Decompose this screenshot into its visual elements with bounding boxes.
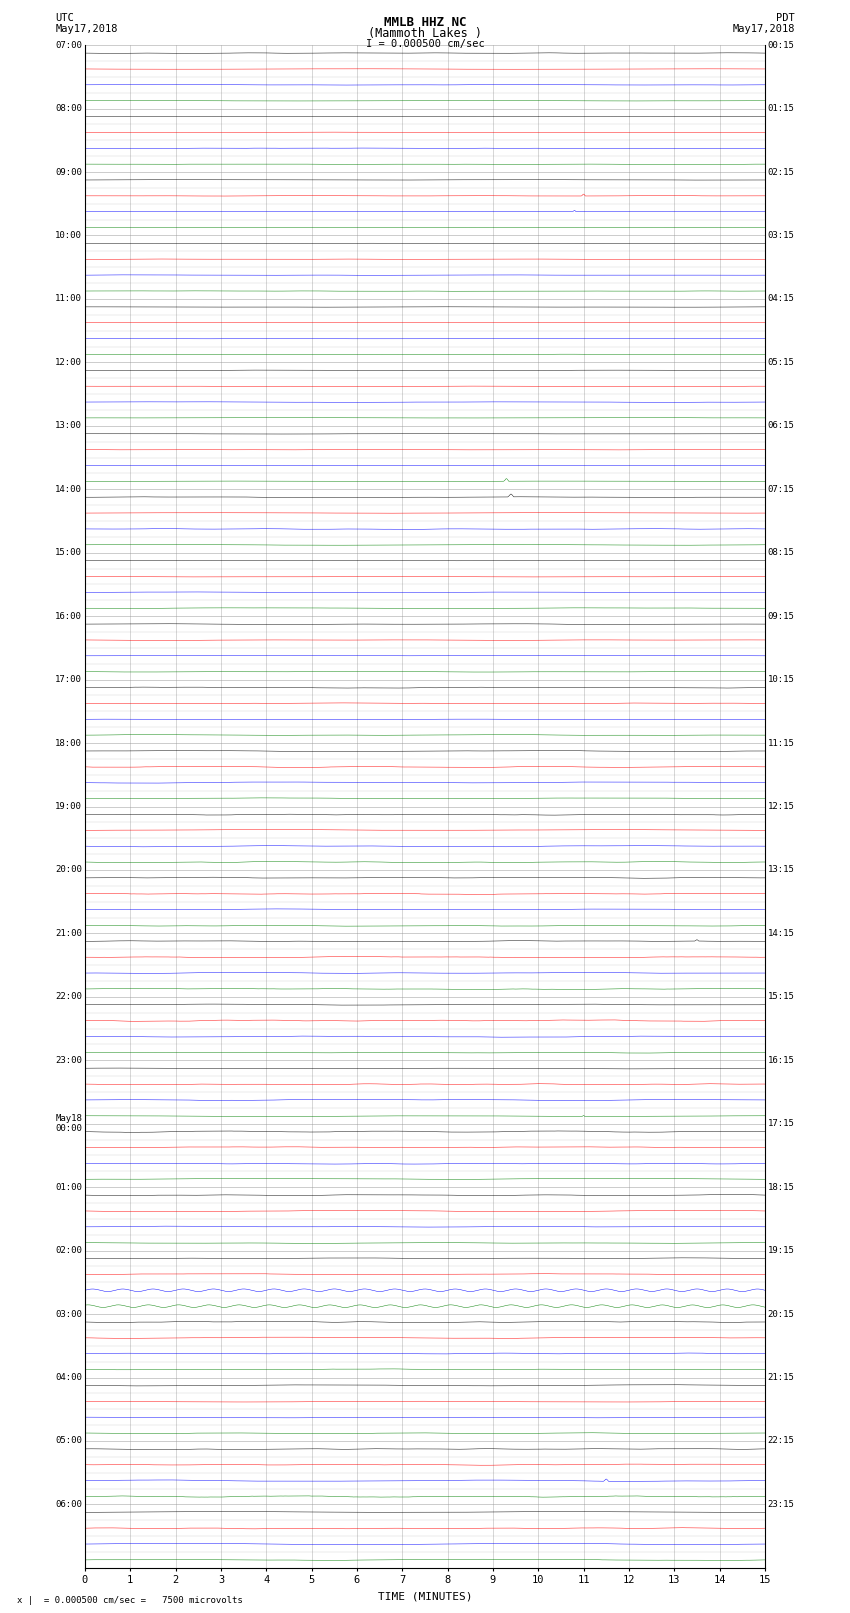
Text: May17,2018: May17,2018 — [732, 24, 795, 34]
X-axis label: TIME (MINUTES): TIME (MINUTES) — [377, 1590, 473, 1602]
Text: I = 0.000500 cm/sec: I = 0.000500 cm/sec — [366, 39, 484, 48]
Text: x |  = 0.000500 cm/sec =   7500 microvolts: x | = 0.000500 cm/sec = 7500 microvolts — [17, 1595, 243, 1605]
Text: MMLB HHZ NC: MMLB HHZ NC — [383, 16, 467, 29]
Text: (Mammoth Lakes ): (Mammoth Lakes ) — [368, 27, 482, 40]
Text: UTC: UTC — [55, 13, 74, 23]
Text: PDT: PDT — [776, 13, 795, 23]
Text: May17,2018: May17,2018 — [55, 24, 118, 34]
